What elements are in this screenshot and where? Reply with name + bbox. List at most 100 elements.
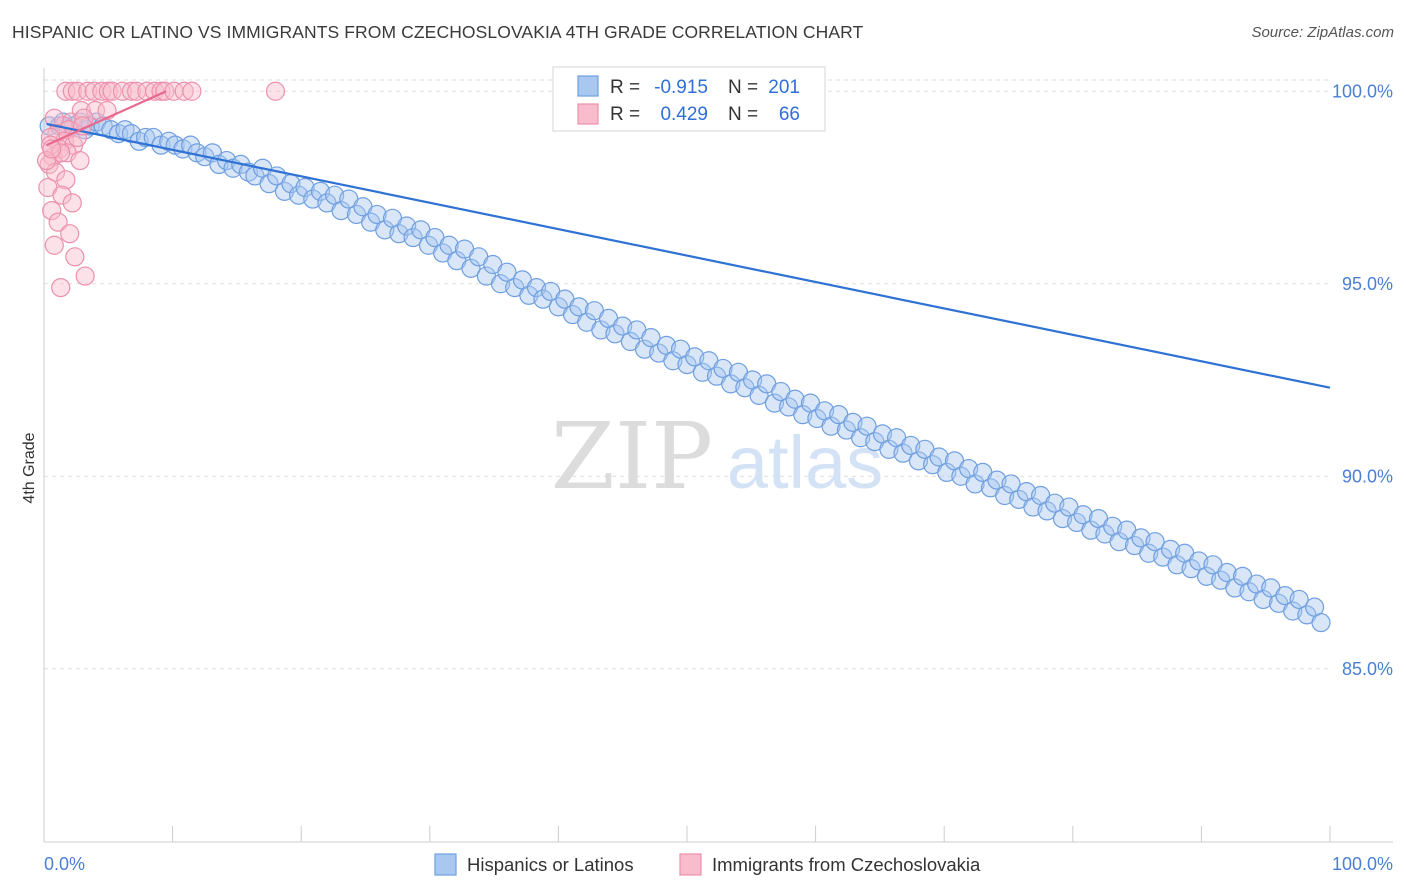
- point-hispanic: [259, 174, 279, 194]
- point-hispanic: [1189, 551, 1209, 571]
- point-hispanic: [793, 405, 813, 425]
- point-czech: [78, 81, 98, 101]
- point-hispanic: [713, 358, 733, 379]
- point-hispanic: [995, 485, 1015, 506]
- point-hispanic: [375, 220, 395, 240]
- point-czech: [42, 201, 62, 221]
- point-hispanic: [1283, 601, 1303, 621]
- point-czech: [85, 100, 106, 121]
- point-hispanic: [785, 389, 805, 409]
- point-czech: [67, 81, 88, 101]
- point-hispanic: [893, 443, 913, 463]
- stats-r-value-2: 0.429: [660, 104, 708, 125]
- point-czech: [174, 81, 194, 101]
- point-hispanic: [851, 428, 871, 448]
- trend-line-czech: [46, 90, 167, 147]
- point-hispanic: [1181, 559, 1201, 579]
- point-hispanic: [1139, 543, 1159, 563]
- point-hispanic: [1253, 589, 1273, 610]
- point-hispanic: [641, 328, 661, 348]
- point-hispanic: [1081, 520, 1101, 540]
- point-hispanic: [1289, 589, 1309, 610]
- watermark: ZIP atlas: [551, 403, 883, 510]
- source-label: Source: ZipAtlas.com: [1251, 24, 1394, 41]
- point-czech: [60, 224, 80, 244]
- point-hispanic: [1217, 562, 1237, 583]
- point-hispanic: [634, 339, 655, 359]
- stats-box: R = -0.915 N = 201 R = 0.429 N = 66: [552, 66, 826, 132]
- point-czech: [182, 81, 202, 101]
- point-hispanic: [1045, 493, 1065, 513]
- point-hispanic: [1023, 497, 1043, 517]
- point-hispanic: [929, 447, 949, 467]
- point-hispanic: [857, 416, 877, 436]
- watermark-zip: ZIP: [551, 403, 713, 510]
- point-hispanic: [519, 285, 539, 305]
- series-hispanic-points: [39, 112, 1331, 633]
- point-hispanic: [397, 216, 417, 236]
- point-czech: [44, 108, 64, 128]
- series-czech-points: [36, 81, 286, 298]
- point-czech: [62, 81, 82, 101]
- point-czech: [65, 247, 85, 267]
- y-axis-title: 4th Grade: [21, 432, 38, 503]
- point-czech: [44, 235, 64, 255]
- trend-lines: [46, 90, 1331, 389]
- point-hispanic: [901, 435, 921, 456]
- point-hispanic: [389, 224, 409, 244]
- point-hispanic: [295, 177, 315, 198]
- point-hispanic: [1275, 585, 1295, 606]
- point-czech: [56, 81, 76, 101]
- point-hispanic: [591, 320, 611, 340]
- point-czech: [75, 266, 95, 286]
- point-czech: [102, 81, 122, 101]
- point-hispanic: [692, 362, 713, 382]
- point-hispanic: [274, 181, 295, 201]
- stats-n-value-2: 66: [779, 104, 800, 125]
- point-hispanic: [1145, 532, 1165, 552]
- point-hispanic: [677, 355, 697, 375]
- watermark-atlas: atlas: [727, 421, 883, 504]
- point-hispanic: [439, 235, 459, 255]
- point-czech: [70, 150, 90, 171]
- point-hispanic: [1196, 566, 1217, 586]
- point-czech: [52, 185, 72, 205]
- point-hispanic: [605, 324, 625, 344]
- point-czech: [51, 278, 71, 298]
- point-hispanic: [764, 393, 785, 413]
- point-hispanic: [331, 201, 351, 221]
- point-hispanic: [663, 351, 683, 371]
- point-hispanic: [497, 262, 517, 282]
- stats-n-label-1: N =: [728, 77, 758, 98]
- point-czech: [56, 170, 76, 190]
- point-hispanic: [879, 439, 899, 459]
- axis-layer: 100.0% 95.0% 90.0% 85.0% 0.0% 100.0%: [43, 68, 1393, 874]
- point-hispanic: [821, 416, 841, 436]
- trend-line-hispanic: [46, 122, 1331, 389]
- point-hispanic: [685, 347, 705, 367]
- point-hispanic: [721, 374, 741, 394]
- point-hispanic: [121, 124, 142, 144]
- point-hispanic: [310, 181, 331, 201]
- chart-title: HISPANIC OR LATINO VS IMMIGRANTS FROM CZ…: [12, 22, 864, 42]
- stats-r-value-1: -0.915: [654, 77, 708, 98]
- point-hispanic: [526, 278, 547, 298]
- point-hispanic: [1311, 612, 1331, 633]
- legend-swatch-czech: [679, 853, 702, 876]
- point-hispanic: [1037, 501, 1057, 521]
- point-hispanic: [569, 297, 589, 317]
- legend-label-hispanic: Hispanics or Latinos: [467, 854, 634, 875]
- point-hispanic: [987, 470, 1007, 490]
- stats-swatch-pink: [577, 103, 599, 125]
- point-hispanic: [367, 204, 387, 225]
- point-hispanic: [533, 289, 553, 309]
- point-czech: [265, 81, 286, 101]
- point-hispanic: [135, 127, 156, 148]
- stats-n-label-2: N =: [728, 104, 758, 125]
- point-hispanic: [1001, 474, 1021, 494]
- point-hispanic: [303, 189, 323, 209]
- point-hispanic: [937, 462, 957, 482]
- legend-label-czech: Immigrants from Czechoslovakia: [712, 854, 981, 875]
- point-hispanic: [843, 412, 863, 432]
